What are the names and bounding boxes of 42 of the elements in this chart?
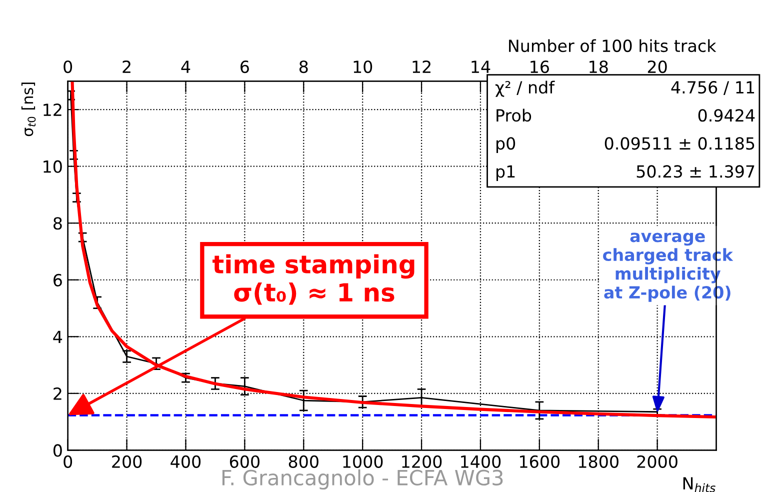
- x2-tick-label: 12: [412, 60, 430, 73]
- x2-tick-label: 6: [240, 60, 249, 74]
- y-tick-label: 10: [44, 160, 62, 173]
- text: F. Grancagnolo - ECFA WG3: [222, 469, 503, 490]
- x-tick-label: 1600: [520, 455, 560, 468]
- annotation: time stamping σ(t₀) ≈ 1 ns: [212, 254, 414, 305]
- y-tick-label: 8: [54, 217, 62, 230]
- y-tick-label: 2: [54, 387, 62, 400]
- x2-tick-label: 4: [181, 60, 190, 73]
- x-axis-title: N$_{hits}$: [683, 477, 716, 492]
- x-tick-label: 0: [64, 455, 72, 468]
- x-tick-label: 800: [288, 455, 318, 468]
- annotation: 0.09511 ± 0.1185: [604, 137, 754, 150]
- annotation: 4.756 / 11: [671, 81, 754, 95]
- annotation: p1: [496, 165, 515, 182]
- x-tick-label: 2000: [637, 455, 678, 468]
- x2-tick-label: 8: [299, 60, 308, 74]
- annotation: χ² / ndf: [495, 80, 555, 97]
- x-tick-label: 600: [230, 455, 260, 468]
- x-tick-label: 400: [170, 455, 201, 468]
- x-tick-label: 1400: [461, 455, 501, 468]
- y-tick-label: 0: [53, 444, 62, 457]
- x2-axis-title: Number of 100 hits track: [509, 39, 716, 52]
- y-tick-label: 6: [54, 274, 62, 286]
- x-tick-label: 1800: [578, 455, 618, 468]
- x2-tick-label: 14: [472, 60, 490, 73]
- annotation: 0.9424: [698, 109, 755, 122]
- y-tick-label: 4: [53, 330, 62, 343]
- x-tick-label: 1200: [402, 455, 442, 468]
- annotation: p0: [496, 137, 516, 153]
- x2-tick-label: 18: [590, 60, 608, 74]
- y-axis-title: σ$_{t0}$ [ns]: [21, 82, 36, 136]
- x2-tick-label: 20: [648, 60, 667, 74]
- x2-tick-label: 0: [64, 60, 72, 74]
- x-tick-label: 1000: [343, 455, 383, 468]
- x2-tick-label: 2: [122, 60, 130, 73]
- annotation: Prob: [496, 108, 532, 122]
- x2-tick-label: 10: [354, 60, 372, 74]
- x2-tick-label: 16: [530, 60, 549, 74]
- x-tick-label: 200: [112, 455, 142, 468]
- annotation: 50.23 ± 1.397: [636, 165, 754, 178]
- y-tick-label: 12: [44, 104, 62, 116]
